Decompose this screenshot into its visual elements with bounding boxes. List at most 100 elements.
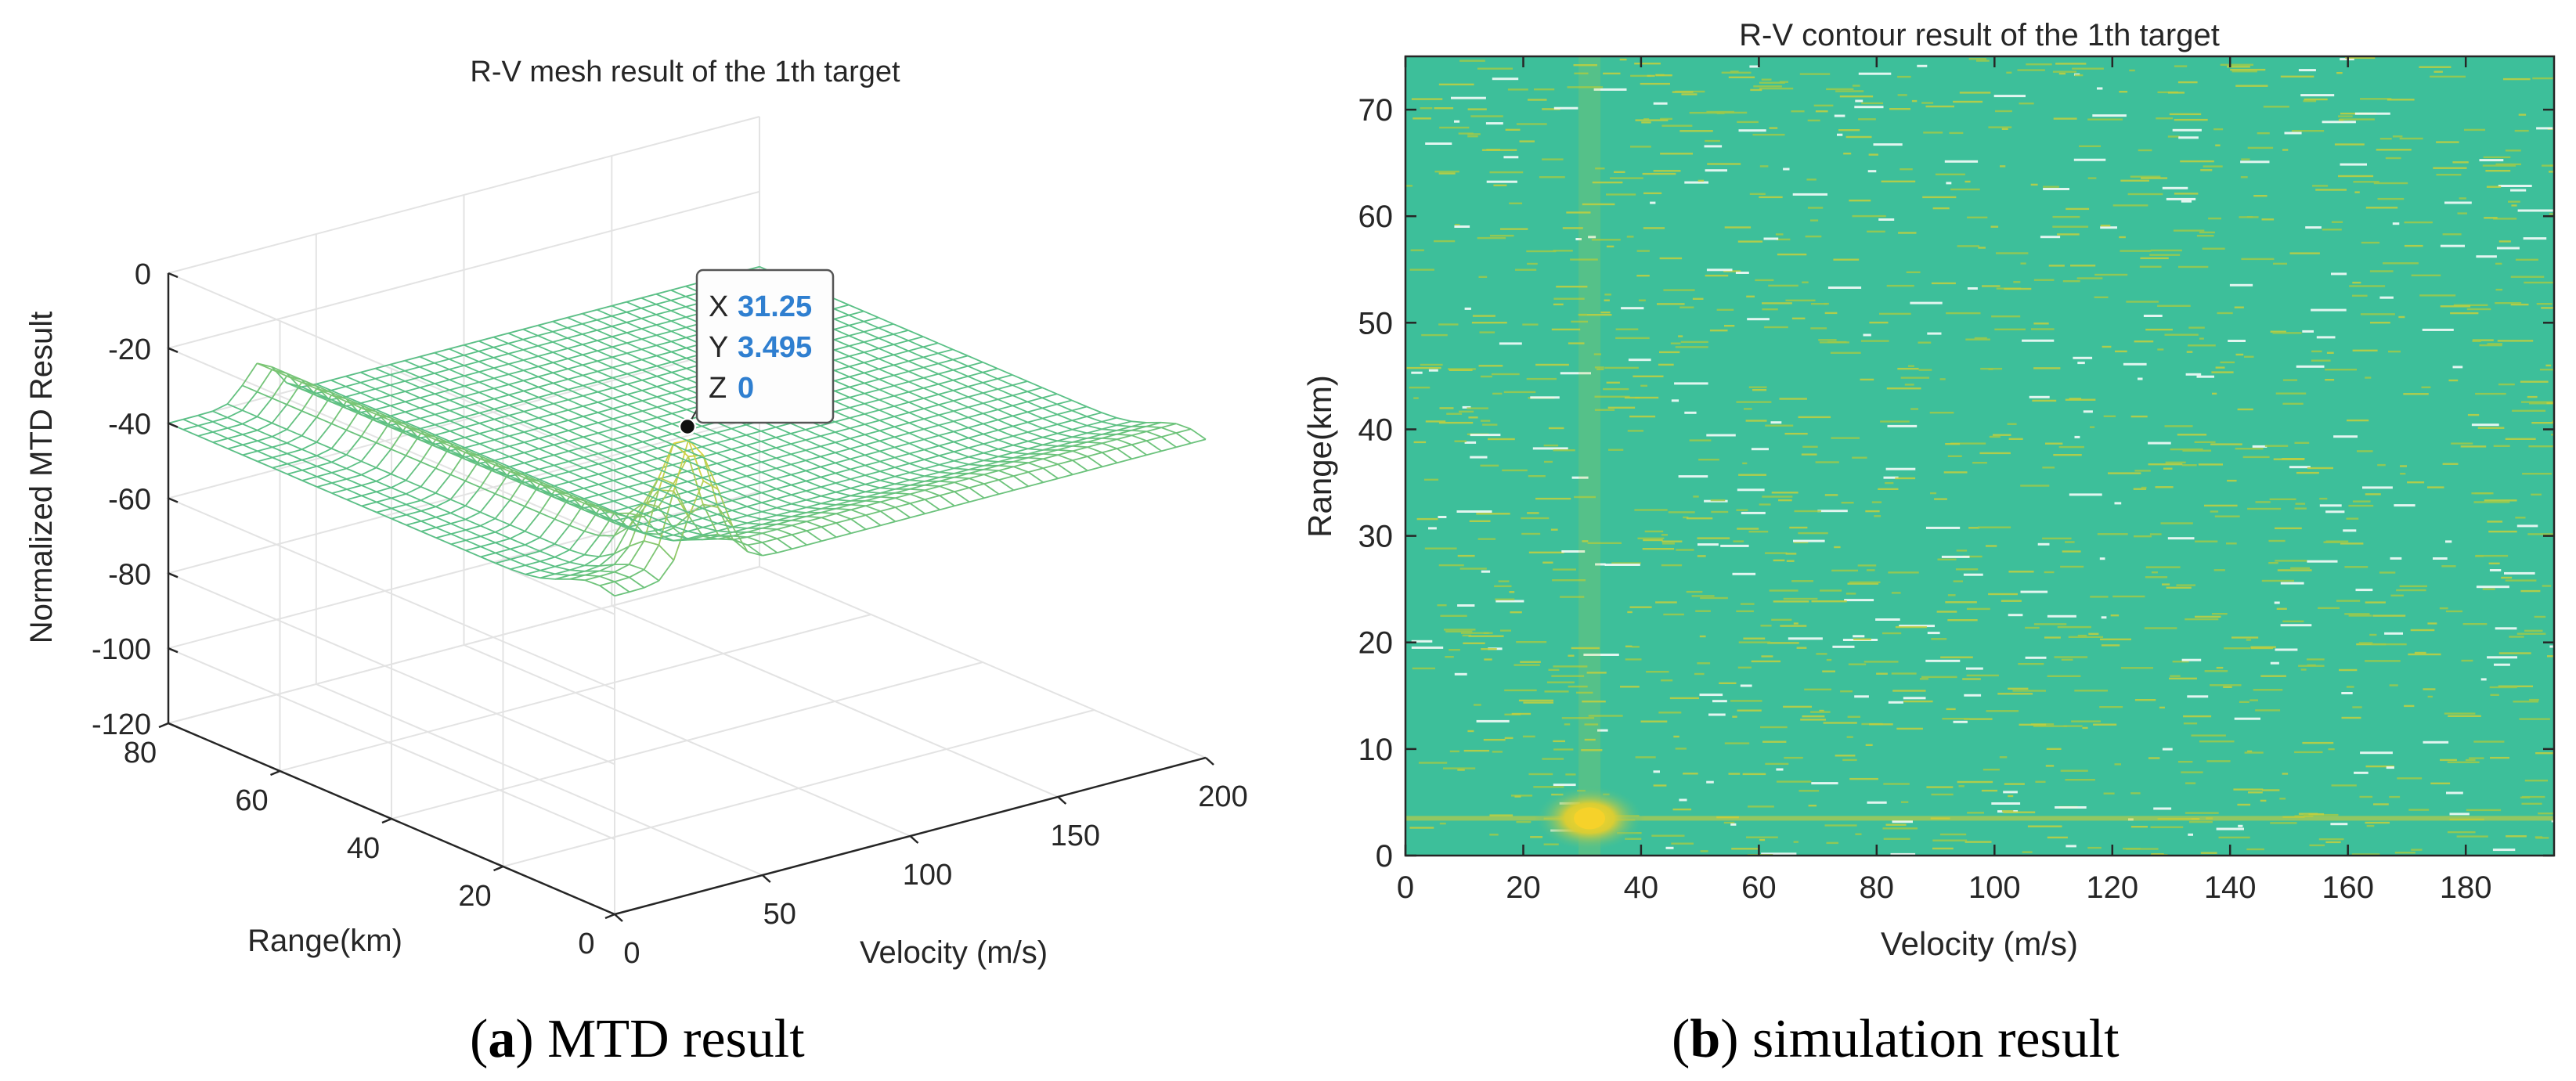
mesh-edge-r [893,344,908,351]
contour-streak [2411,849,2422,850]
mesh-edge-v [657,393,672,397]
mesh-edge-v [939,391,954,395]
mesh-edge-v [331,387,346,391]
mesh-edge-r [954,401,969,407]
contour-streak [2201,852,2217,854]
mesh-edge-r [939,395,954,401]
mesh-edge-v [555,525,570,544]
mesh-edge-r [568,359,583,365]
mesh-edge-r [583,416,598,423]
mesh-edge-r [538,346,553,352]
contour-streak [1921,102,1933,103]
mesh-edge-r [435,373,449,380]
mesh-edge-v [834,305,849,309]
mesh-edge-v [509,432,524,436]
mesh-edge-v [183,416,198,420]
contour-streak [1492,751,1503,752]
contour-streak [1636,119,1669,121]
mesh-edge-v [806,517,821,521]
mesh-edge-r [954,492,969,502]
mesh-edge-r [627,395,642,401]
mesh-edge-v [481,553,496,557]
mesh-edge-r [555,544,570,550]
mesh-edge-r [702,447,717,453]
contour-streak [1773,600,1809,602]
mesh-edge-v [940,492,954,495]
contour-streak [2511,276,2545,278]
mesh-edge-r [1102,422,1117,426]
mesh-ylabel: Range(km) [247,924,402,958]
mesh-edge-r [568,380,583,386]
contour-streak [1417,518,1438,520]
contour-streak [1957,550,1967,551]
mesh-edge-v [583,330,597,334]
contour-streak [2134,535,2152,537]
mesh-edge-r [806,521,821,527]
mesh-edge-v [405,357,420,361]
mesh-edge-r [1161,437,1176,447]
mesh-edge-v [539,445,554,449]
mesh-edge-r [553,373,568,379]
contour-streak [1469,636,1504,637]
contour-streak [2212,393,2217,395]
mesh-edge-v [524,387,539,391]
mesh-edge-v [597,337,612,341]
mesh-edge-v [836,533,851,537]
contour-streak [1892,690,1925,691]
contour-streak [1478,538,1496,539]
mesh-edge-r [821,477,835,484]
contour-streak [1654,103,1668,105]
contour-streak [1746,420,1767,421]
contour-streak [1948,456,1962,457]
datatip[interactable]: X 31.25 Y 3.495 Z 0 [680,270,833,434]
contour-streak [2386,157,2401,159]
mesh-edge-r [657,377,672,383]
contour-streak [1832,646,1854,648]
contour-streak [1838,129,1860,131]
mesh-edge-v [346,383,361,387]
contour-streak [1645,531,1664,532]
mesh-edge-v [835,336,850,340]
mesh-edge-r [791,454,806,460]
contour-streak [1752,661,1780,662]
mesh-edge-v [894,413,909,416]
datatip-y-value: 3.495 [738,331,812,364]
mesh-edge-v [866,525,881,529]
contour-streak [1995,110,2012,112]
mesh-edge-v [968,362,983,366]
mesh-edge-v [613,415,628,419]
mesh-edge-v [896,503,911,507]
contour-streak [1695,611,1711,612]
contour-title: R-V contour result of the 1th target [1739,18,2220,52]
contour-streak [1636,756,1656,758]
mesh-edge-r [998,399,1012,405]
contour-streak [2018,663,2044,665]
contour-streak [2372,614,2405,616]
mesh-edge-r [198,426,213,432]
contour-streak [2002,128,2008,130]
mesh-edge-v [540,544,555,551]
contour-streak [2525,780,2548,781]
contour-streak [2250,647,2276,648]
contour-streak [1646,671,1669,672]
contour-streak [1814,105,1834,106]
mesh-edge-r [554,404,568,410]
mesh-edge-r [375,379,390,385]
mesh-edge-v [242,363,257,385]
mesh-edge-r [908,351,923,357]
contour-streak [2082,727,2087,729]
mesh-edge-r [1014,476,1029,486]
contour-streak [2491,694,2499,696]
contour-streak [2443,233,2462,235]
mesh-edge-r [939,425,954,431]
mesh-edge-r [1027,412,1042,418]
contour-streak [2522,803,2542,805]
contour-streak [1660,153,1693,154]
contour-streak [1449,369,1473,371]
mesh-edge-v [539,476,554,480]
mesh-ztick-1 [168,348,178,352]
mesh-edge-v [568,416,583,420]
contour-streak [1472,322,1507,323]
mesh-edge-v [658,423,673,427]
contour-streak [2120,180,2149,182]
